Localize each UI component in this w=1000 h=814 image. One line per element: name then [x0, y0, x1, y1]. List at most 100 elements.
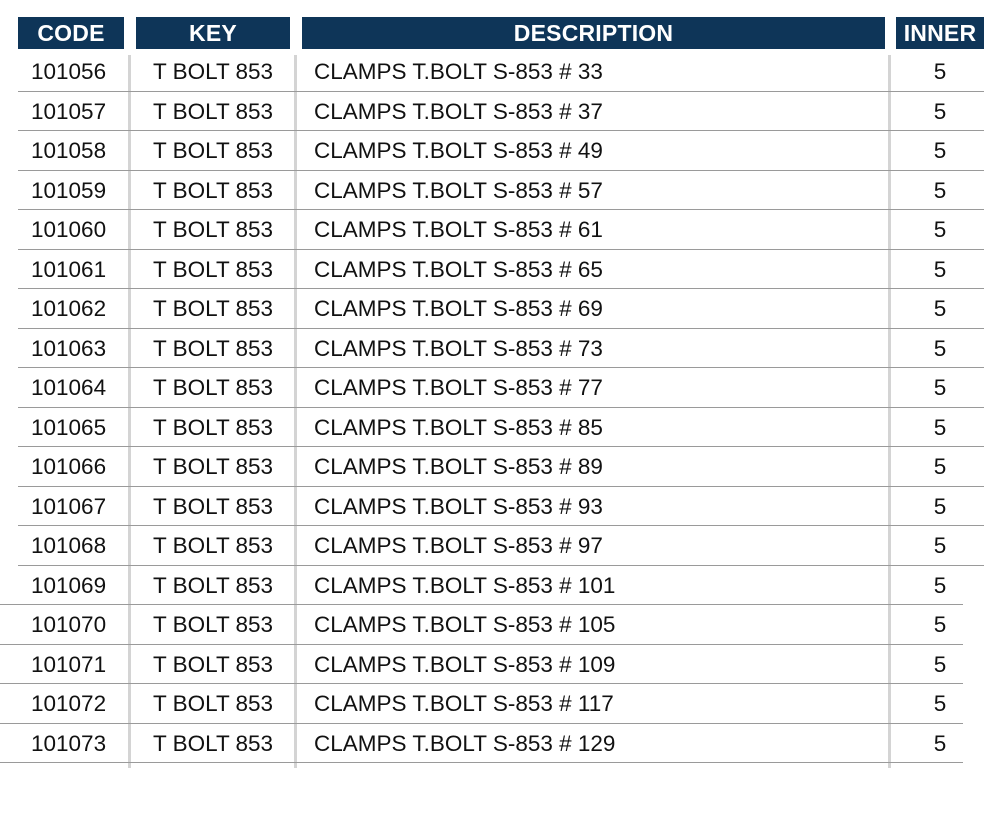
- table-row: 101056 T BOLT 853 CLAMPS T.BOLT S-853 # 33…: [0, 52, 1000, 92]
- row-inner: 5: [933, 730, 947, 756]
- row-code: 101064: [31, 375, 107, 400]
- row-divider: [18, 248, 984, 250]
- table-row: 101060 T BOLT 853 CLAMPS T.BOLT S-853 # 61…: [0, 210, 1000, 250]
- row-divider: [0, 722, 963, 724]
- row-inner: 5: [933, 138, 947, 163]
- row-code: 101068: [31, 533, 107, 558]
- table-row: 101059 T BOLT 853 CLAMPS T.BOLT S-853 # 57…: [0, 171, 1000, 210]
- row-description: CLAMPS T.BOLT S-853 # 37: [314, 98, 603, 124]
- table-row: 101073 T BOLT 853 CLAMPS T.BOLT S-853 # 12…: [0, 724, 1000, 763]
- row-description: CLAMPS T.BOLT S-853 # 65: [314, 256, 603, 282]
- row-inner: 5: [933, 375, 947, 400]
- row-key: T BOLT 853: [153, 572, 274, 598]
- row-key: T BOLT 853: [153, 335, 274, 361]
- row-inner: 5: [933, 335, 947, 361]
- row-inner: 5: [933, 256, 947, 282]
- row-description: CLAMPS T.BOLT S-853 # 117: [314, 691, 614, 716]
- row-key: T BOLT 853: [153, 651, 274, 677]
- table-row: 101061 T BOLT 853 CLAMPS T.BOLT S-853 # 65…: [0, 250, 1000, 289]
- row-divider: [18, 367, 984, 368]
- table-row: 101072 T BOLT 853 CLAMPS T.BOLT S-853 # 11…: [0, 684, 1000, 724]
- row-description: CLAMPS T.BOLT S-853 # 49: [314, 138, 603, 163]
- row-divider: [18, 209, 984, 210]
- row-code: 101071: [31, 651, 107, 677]
- row-description: CLAMPS T.BOLT S-853 # 69: [314, 296, 603, 321]
- row-divider: [18, 564, 984, 566]
- row-divider: [18, 90, 984, 92]
- row-key: T BOLT 853: [153, 493, 274, 519]
- row-description: CLAMPS T.BOLT S-853 # 109: [314, 651, 616, 677]
- row-inner: 5: [933, 612, 947, 637]
- row-key: T BOLT 853: [153, 691, 274, 716]
- table-row: 101066 T BOLT 853 CLAMPS T.BOLT S-853 # 89…: [0, 447, 1000, 487]
- header-inner: INNER: [896, 17, 984, 49]
- row-description: CLAMPS T.BOLT S-853 # 57: [314, 177, 603, 203]
- row-inner: 5: [933, 59, 947, 84]
- row-key: T BOLT 853: [153, 138, 274, 163]
- row-key: T BOLT 853: [153, 414, 274, 440]
- row-description: CLAMPS T.BOLT S-853 # 93: [314, 493, 603, 519]
- table-body: 101056 T BOLT 853 CLAMPS T.BOLT S-853 # 33…: [0, 52, 1000, 763]
- row-key: T BOLT 853: [153, 177, 274, 203]
- row-inner: 5: [933, 572, 947, 598]
- row-description: CLAMPS T.BOLT S-853 # 89: [314, 454, 603, 479]
- column-divider: [888, 55, 891, 768]
- row-description: CLAMPS T.BOLT S-853 # 97: [314, 533, 603, 558]
- row-code: 101065: [31, 414, 107, 440]
- row-inner: 5: [933, 296, 947, 321]
- table-row: 101064 T BOLT 853 CLAMPS T.BOLT S-853 # 77…: [0, 368, 1000, 408]
- row-divider: [0, 683, 963, 684]
- row-divider: [0, 604, 963, 605]
- row-key: T BOLT 853: [153, 454, 274, 479]
- row-description: CLAMPS T.BOLT S-853 # 129: [314, 730, 616, 756]
- row-key: T BOLT 853: [153, 612, 274, 637]
- row-inner: 5: [933, 651, 947, 677]
- row-divider: [18, 288, 984, 289]
- table-row: 101068 T BOLT 853 CLAMPS T.BOLT S-853 # 97…: [0, 526, 1000, 566]
- row-code: 101057: [31, 98, 107, 124]
- row-key: T BOLT 853: [153, 59, 274, 84]
- row-description: CLAMPS T.BOLT S-853 # 105: [314, 612, 616, 637]
- row-code: 101069: [31, 572, 107, 598]
- column-divider: [294, 55, 297, 768]
- row-divider: [18, 446, 984, 447]
- row-key: T BOLT 853: [153, 217, 274, 242]
- row-key: T BOLT 853: [153, 533, 274, 558]
- row-code: 101059: [31, 177, 107, 203]
- column-divider: [128, 55, 131, 768]
- row-description: CLAMPS T.BOLT S-853 # 85: [314, 414, 603, 440]
- row-inner: 5: [933, 533, 947, 558]
- row-inner: 5: [933, 493, 947, 519]
- row-divider: [18, 130, 984, 131]
- row-code: 101062: [31, 296, 107, 321]
- table-row: 101062 T BOLT 853 CLAMPS T.BOLT S-853 # 69…: [0, 289, 1000, 329]
- row-key: T BOLT 853: [153, 730, 274, 756]
- row-code: 101067: [31, 493, 107, 519]
- row-code: 101073: [31, 730, 107, 756]
- table-row: 101067 T BOLT 853 CLAMPS T.BOLT S-853 # 93…: [0, 487, 1000, 526]
- row-inner: 5: [933, 414, 947, 440]
- row-inner: 5: [933, 691, 947, 716]
- row-code: 101056: [31, 59, 107, 84]
- row-description: CLAMPS T.BOLT S-853 # 77: [314, 375, 603, 400]
- row-code: 101072: [31, 691, 107, 716]
- row-key: T BOLT 853: [153, 256, 274, 282]
- row-code: 101070: [31, 612, 107, 637]
- header-key: KEY: [136, 17, 290, 49]
- row-inner: 5: [933, 177, 947, 203]
- row-inner: 5: [933, 454, 947, 479]
- row-divider: [0, 643, 963, 645]
- row-code: 101063: [31, 335, 107, 361]
- row-divider: [18, 406, 984, 408]
- row-divider: [18, 327, 984, 329]
- table-row: 101069 T BOLT 853 CLAMPS T.BOLT S-853 # 10…: [0, 566, 1000, 605]
- row-description: CLAMPS T.BOLT S-853 # 101: [314, 572, 616, 598]
- row-divider: [18, 525, 984, 526]
- row-divider: [18, 169, 984, 171]
- table-row: 101057 T BOLT 853 CLAMPS T.BOLT S-853 # 37…: [0, 92, 1000, 131]
- header-description: DESCRIPTION: [302, 17, 885, 49]
- row-code: 101058: [31, 138, 107, 163]
- row-inner: 5: [933, 98, 947, 124]
- row-inner: 5: [933, 217, 947, 242]
- row-description: CLAMPS T.BOLT S-853 # 61: [314, 217, 603, 242]
